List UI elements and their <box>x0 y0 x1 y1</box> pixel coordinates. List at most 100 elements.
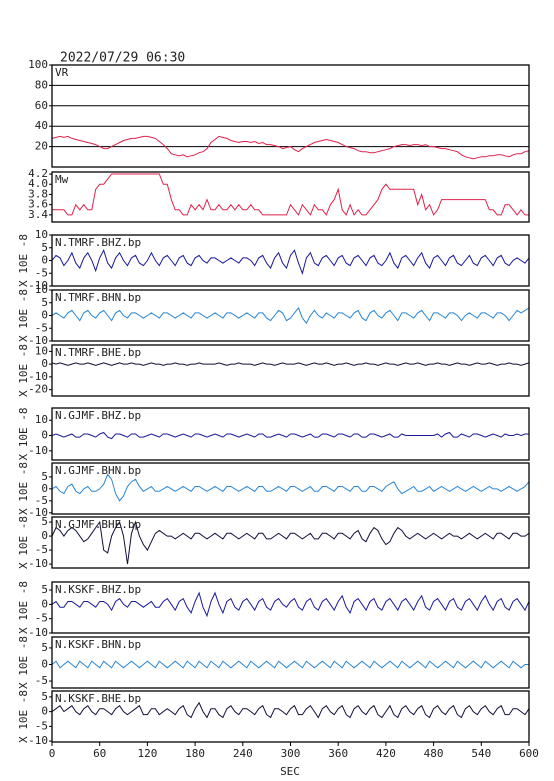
panel-name: N.GJMF.BHN.bp <box>55 464 141 477</box>
y-tick-label: 10 <box>35 344 48 357</box>
y-tick-label: -5 <box>35 266 48 279</box>
y-tick-label: 0 <box>41 529 48 542</box>
y-axis-label: X 10E -8 <box>17 636 30 689</box>
y-axis-label: X 10E -8 <box>17 344 30 397</box>
panel-frame <box>51 462 530 515</box>
x-tick-label: 480 <box>424 747 444 760</box>
y-tick-label: -10 <box>28 279 48 292</box>
y-tick-label: 5 <box>41 690 48 703</box>
y-tick-label: -10 <box>28 557 48 570</box>
y-tick-label: -10 <box>28 370 48 383</box>
x-tick-label: 360 <box>328 747 348 760</box>
y-tick-label: -5 <box>35 719 48 732</box>
panel-name: N.KSKF.BHZ.bp <box>55 583 141 596</box>
y-tick-label: 5 <box>41 470 48 483</box>
waveform <box>52 135 529 160</box>
panel-name: N.KSKF.BHE.bp <box>55 692 141 705</box>
waveform <box>52 520 529 565</box>
y-tick-label: -5 <box>35 612 48 625</box>
y-axis-label: X 10E -8 <box>17 516 30 569</box>
y-tick-label: -10 <box>28 444 48 457</box>
waveform <box>52 362 529 366</box>
waveform <box>52 249 529 275</box>
y-tick-label: 0 <box>41 254 48 267</box>
y-tick-label: 40 <box>35 119 48 132</box>
waveform <box>52 173 529 216</box>
x-tick-label: 420 <box>376 747 396 760</box>
panel-frame <box>51 289 530 342</box>
y-tick-label: 0 <box>41 657 48 670</box>
y-axis-label: X 10E -8 <box>17 289 30 342</box>
y-axis-label: X 10E -8 <box>17 581 30 634</box>
x-tick-label: 240 <box>233 747 253 760</box>
waveform <box>52 431 529 440</box>
panel-frame <box>51 581 530 634</box>
y-axis-label: X 10E -8 <box>17 690 30 743</box>
panel-name: N.TMRF.BHZ.bp <box>55 236 141 249</box>
panel-name: N.KSKF.BHN.bp <box>55 638 141 651</box>
y-tick-label: -5 <box>35 321 48 334</box>
y-tick-label: 20 <box>35 140 48 153</box>
y-tick-label: -10 <box>28 626 48 639</box>
panel-frame <box>51 64 530 168</box>
x-axis-label: SEC <box>280 765 300 778</box>
y-tick-label: 3.4 <box>28 208 48 221</box>
y-tick-label: -5 <box>35 543 48 556</box>
panel-frame <box>51 344 530 397</box>
y-tick-label: 0 <box>41 309 48 322</box>
y-tick-label: 3.6 <box>28 198 48 211</box>
y-tick-label: -5 <box>35 494 48 507</box>
panel-frame <box>51 171 530 223</box>
chart-title: 2022/07/29 06:30 <box>60 51 185 66</box>
y-tick-label: 0 <box>41 482 48 495</box>
y-tick-label: 5 <box>41 241 48 254</box>
y-tick-label: 10 <box>35 283 48 296</box>
y-tick-label: -10 <box>28 734 48 747</box>
x-tick-label: 120 <box>137 747 157 760</box>
panel-frame <box>51 516 530 569</box>
y-tick-label: 5 <box>41 583 48 596</box>
panel-frame <box>51 234 530 287</box>
y-tick-label: 3.8 <box>28 187 48 200</box>
panel-frame <box>51 407 530 461</box>
y-tick-label: 5 <box>41 296 48 309</box>
y-tick-label: 60 <box>35 99 48 112</box>
y-tick-label: 0 <box>41 357 48 370</box>
y-axis-label: X 10E -8 <box>17 234 30 287</box>
y-tick-label: 10 <box>35 413 48 426</box>
x-tick-label: 60 <box>93 747 106 760</box>
x-tick-label: 180 <box>185 747 205 760</box>
x-tick-label: 300 <box>281 747 301 760</box>
y-tick-label: 0 <box>41 429 48 442</box>
waveform <box>52 473 529 502</box>
panel-name: Mw <box>55 173 69 186</box>
y-axis-label: X 10E -8 <box>17 462 30 515</box>
y-tick-label: 80 <box>35 78 48 91</box>
panel-name: N.GJMF.BHE.bp <box>55 518 141 531</box>
x-tick-label: 540 <box>471 747 491 760</box>
y-tick-label: 100 <box>28 58 48 71</box>
y-tick-label: 4.2 <box>28 167 48 180</box>
waveform <box>52 591 529 618</box>
y-tick-label: 10 <box>35 228 48 241</box>
y-tick-label: 5 <box>41 515 48 528</box>
panel-name: VR <box>55 66 69 79</box>
y-tick-label: 0 <box>41 597 48 610</box>
y-axis-label: X 10E -8 <box>17 408 30 461</box>
y-tick-label: 5 <box>41 641 48 654</box>
x-tick-label: 600 <box>519 747 539 760</box>
panel-name: N.TMRF.BHN.bp <box>55 291 141 304</box>
waveform <box>52 306 529 325</box>
panel-frame <box>51 636 530 689</box>
x-tick-label: 0 <box>49 747 56 760</box>
y-tick-label: 4.0 <box>28 177 48 190</box>
y-tick-label: -20 <box>28 383 48 396</box>
panel-name: N.TMRF.BHE.bp <box>55 346 141 359</box>
waveform <box>52 701 529 719</box>
y-tick-label: -10 <box>28 506 48 519</box>
panel-name: N.GJMF.BHZ.bp <box>55 409 141 422</box>
y-tick-label: -10 <box>28 334 48 347</box>
y-tick-label: 0 <box>41 705 48 718</box>
waveform <box>52 660 529 669</box>
